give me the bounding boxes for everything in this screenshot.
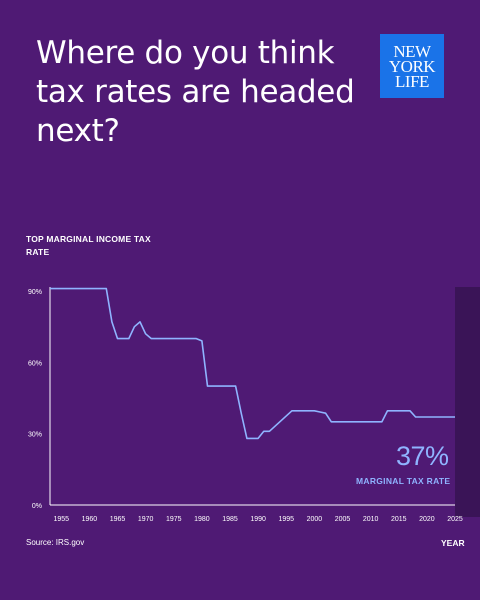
- y-tick-label: 90%: [28, 289, 42, 296]
- y-tick-labels: 0% 30% 60% 90%: [28, 289, 42, 510]
- current-rate-value: 37%: [396, 441, 449, 471]
- logo-line-3: LIFE: [395, 71, 429, 91]
- source-note: Source: IRS.gov: [26, 538, 85, 547]
- logo-line-1: NEW: [393, 41, 431, 61]
- x-tick-label: 1965: [110, 516, 126, 523]
- x-tick-label: 2020: [419, 516, 435, 523]
- logo-line-2: YORK: [388, 56, 436, 76]
- y-tick-label: 30%: [28, 432, 42, 439]
- x-tick-label: 2005: [335, 516, 351, 523]
- x-tick-label: 1955: [53, 516, 69, 523]
- tax-rate-series-line: [50, 287, 455, 440]
- y-tick-label: 0%: [32, 503, 42, 510]
- y-axis-title: TOP MARGINAL INCOME TAX RATE: [26, 234, 151, 257]
- x-tick-label: 1990: [250, 516, 266, 523]
- x-tick-label: 1995: [278, 516, 294, 523]
- headline: Where do you think tax rates are headed …: [36, 35, 355, 149]
- x-tick-label: 1960: [82, 516, 98, 523]
- current-rate-label: MARGINAL TAX RATE: [356, 476, 451, 486]
- x-tick-label: 1975: [166, 516, 182, 523]
- future-highlight-band: [455, 287, 480, 517]
- x-tick-label: 1980: [194, 516, 210, 523]
- x-tick-labels: 1955 1960 1965 1970 1975 1980 1985 1990 1995 2000…: [53, 516, 462, 523]
- new-york-life-logo: NEW YORK LIFE: [380, 34, 444, 98]
- x-tick-label: 2025: [447, 516, 463, 523]
- x-axis-title: YEAR: [441, 538, 465, 548]
- x-tick-label: 1985: [222, 516, 238, 523]
- x-tick-label: 2000: [307, 516, 323, 523]
- y-tick-label: 60%: [28, 360, 42, 367]
- x-tick-label: 2015: [391, 516, 407, 523]
- x-tick-label: 1970: [138, 516, 154, 523]
- x-tick-label: 2010: [363, 516, 379, 523]
